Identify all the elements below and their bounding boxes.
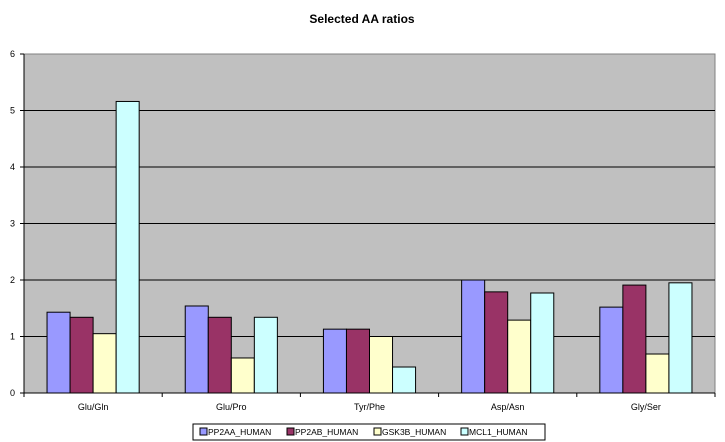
y-tick-label: 4 bbox=[10, 162, 15, 172]
x-tick-label: Gly/Ser bbox=[631, 402, 661, 412]
x-tick-label: Tyr/Phe bbox=[354, 402, 385, 412]
bars bbox=[46, 100, 693, 394]
bar-pp2aa-human-asp-asn bbox=[461, 279, 486, 394]
legend-box bbox=[192, 423, 546, 441]
bar-gsk3b-human-glu-gln bbox=[92, 333, 117, 394]
bar-mcl1-human-asp-asn bbox=[530, 292, 555, 394]
x-axis-ticks: Glu/Gln Glu/Pro Tyr/Phe Asp/Asn Gly/Ser bbox=[23, 393, 716, 412]
x-tick-label: Asp/Asn bbox=[491, 402, 525, 412]
bar-pp2aa-human-glu-pro bbox=[184, 305, 209, 394]
y-tick-label: 2 bbox=[10, 275, 15, 285]
bar-pp2ab-human-asp-asn bbox=[484, 291, 509, 394]
bar-pp2aa-human-gly-ser bbox=[599, 306, 624, 394]
x-tick-label: Glu/Gln bbox=[78, 402, 109, 412]
bar-mcl1-human-glu-gln bbox=[115, 100, 140, 394]
bar-pp2ab-human-tyr-phe bbox=[345, 328, 371, 394]
bar-mcl1-human-tyr-phe bbox=[392, 366, 417, 394]
bar-pp2ab-human-gly-ser bbox=[622, 284, 647, 394]
bar-pp2ab-human-glu-pro bbox=[207, 316, 232, 394]
chart-title: Selected AA ratios bbox=[309, 12, 414, 26]
y-axis-ticks: 0 1 2 3 4 5 6 bbox=[10, 49, 24, 398]
legend-label: PP2AA_HUMAN bbox=[208, 427, 271, 437]
y-tick-label: 0 bbox=[10, 388, 15, 398]
bar-gsk3b-human-asp-asn bbox=[507, 319, 532, 394]
legend: PP2AA_HUMAN PP2AB_HUMAN GSK3B_HUMAN MCL1_HU… bbox=[192, 423, 546, 441]
legend-swatch bbox=[199, 427, 208, 436]
legend-swatch bbox=[373, 427, 382, 436]
legend-label: PP2AB_HUMAN bbox=[295, 427, 358, 437]
y-tick-label: 6 bbox=[10, 49, 15, 59]
bar-gsk3b-human-tyr-phe bbox=[369, 336, 394, 394]
bar-pp2aa-human-glu-gln bbox=[46, 311, 71, 394]
bar-mcl1-human-glu-pro bbox=[253, 316, 278, 394]
legend-swatch bbox=[460, 427, 469, 436]
legend-label: MCL1_HUMAN bbox=[469, 427, 528, 437]
bar-mcl1-human-gly-ser bbox=[668, 282, 693, 394]
bar-gsk3b-human-glu-pro bbox=[230, 357, 255, 394]
y-tick-label: 3 bbox=[10, 219, 15, 229]
bar-gsk3b-human-gly-ser bbox=[645, 353, 670, 394]
bar-pp2ab-human-glu-gln bbox=[69, 316, 94, 394]
y-tick-label: 1 bbox=[10, 332, 15, 342]
x-tick-label: Glu/Pro bbox=[216, 402, 247, 412]
legend-label: GSK3B_HUMAN bbox=[382, 427, 446, 437]
bar-pp2aa-human-tyr-phe bbox=[322, 328, 347, 394]
legend-swatch bbox=[286, 427, 295, 436]
y-tick-label: 5 bbox=[10, 106, 15, 116]
